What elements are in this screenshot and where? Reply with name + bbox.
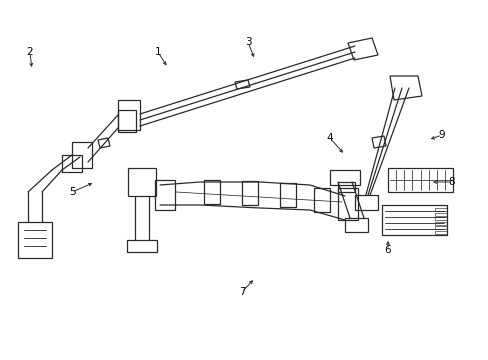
Text: 5: 5 xyxy=(68,187,75,197)
Text: 9: 9 xyxy=(438,130,445,140)
Text: 4: 4 xyxy=(326,133,333,143)
Text: 2: 2 xyxy=(27,47,33,57)
Text: 6: 6 xyxy=(384,245,390,255)
Text: 3: 3 xyxy=(244,37,251,47)
Text: 1: 1 xyxy=(154,47,161,57)
Text: 8: 8 xyxy=(448,177,454,187)
Text: 7: 7 xyxy=(238,287,245,297)
